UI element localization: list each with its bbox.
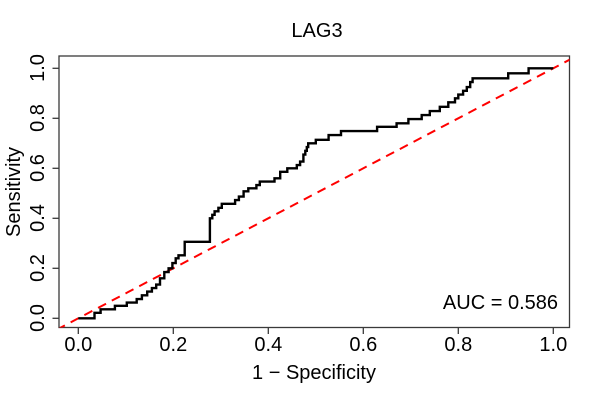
x-tick-label: 0.8 <box>444 334 473 356</box>
y-tick-label: 0.4 <box>27 204 49 233</box>
chance-reference-line <box>59 58 570 328</box>
x-tick-label: 0.4 <box>254 334 283 356</box>
x-tick-label: 0.0 <box>64 334 93 356</box>
y-tick-label: 0.8 <box>27 104 49 133</box>
x-axis-label: 1 − Specificity <box>252 362 376 384</box>
y-axis-label: Sensitivity <box>3 146 25 238</box>
plot-frame <box>58 55 571 329</box>
auc-annotation: AUC = 0.586 <box>442 292 558 314</box>
y-tick-label: 1.0 <box>27 54 49 83</box>
y-tick-label: 0.2 <box>27 254 49 283</box>
roc-curve <box>78 67 554 320</box>
x-tick-label: 1.0 <box>539 334 568 356</box>
plot-title: LAG3 <box>291 20 343 42</box>
y-tick-label: 0.0 <box>27 304 49 333</box>
x-tick-label: 0.6 <box>349 334 378 356</box>
y-tick-label: 0.6 <box>27 154 49 183</box>
x-tick-label: 0.2 <box>159 334 188 356</box>
